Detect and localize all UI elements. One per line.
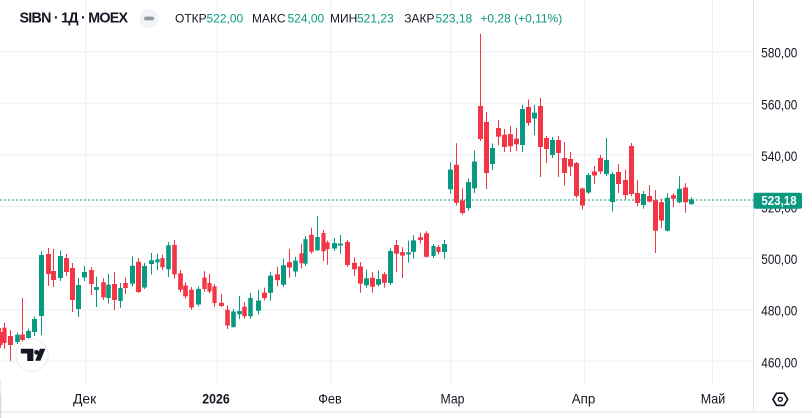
svg-text:523,18: 523,18 <box>436 12 473 26</box>
svg-text:522,00: 522,00 <box>207 12 244 26</box>
svg-text:523,18: 523,18 <box>761 193 796 208</box>
svg-text:560,00: 560,00 <box>761 97 797 112</box>
svg-text:524,00: 524,00 <box>288 12 325 26</box>
svg-text:Мар: Мар <box>441 390 465 406</box>
svg-text:580,00: 580,00 <box>761 46 797 61</box>
svg-text:500,00: 500,00 <box>761 252 797 267</box>
svg-text:ЗАКР: ЗАКР <box>404 12 434 26</box>
svg-text:540,00: 540,00 <box>761 149 797 164</box>
svg-text:Фев: Фев <box>318 390 342 406</box>
svg-text:МИН: МИН <box>330 12 357 26</box>
svg-text:Май: Май <box>701 390 726 406</box>
svg-text:480,00: 480,00 <box>761 304 797 319</box>
svg-text:Дек: Дек <box>73 390 97 406</box>
svg-text:МАКС: МАКС <box>252 12 286 26</box>
svg-text:ОТКР: ОТКР <box>175 12 207 26</box>
svg-text:460,00: 460,00 <box>761 355 797 370</box>
svg-text:SIBN · 1Д · MOEX: SIBN · 1Д · MOEX <box>20 10 129 26</box>
svg-text:Апр: Апр <box>572 390 596 406</box>
svg-text:2026: 2026 <box>202 390 230 406</box>
svg-text:+0,28 (+0,11%): +0,28 (+0,11%) <box>480 12 562 26</box>
svg-text:521,23: 521,23 <box>357 12 394 26</box>
